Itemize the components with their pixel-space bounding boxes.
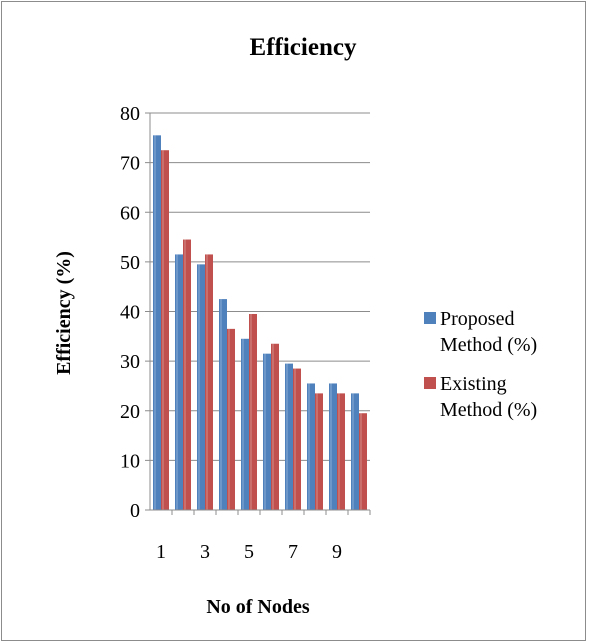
bar-existing: [337, 393, 345, 510]
bar-highlight: [250, 313, 252, 510]
bar-proposed: [219, 299, 227, 510]
bar-highlight: [286, 363, 288, 510]
bar-highlight: [228, 328, 230, 510]
y-tick-label: 80: [120, 103, 140, 125]
bar-proposed: [175, 254, 183, 510]
bar-existing: [161, 150, 169, 510]
x-tick-label: 7: [288, 541, 298, 563]
chart-title: Efficiency: [250, 34, 357, 61]
bars: [153, 135, 367, 511]
x-axis-label: No of Nodes: [206, 596, 310, 618]
bar-highlight: [242, 338, 244, 510]
y-tick-label: 40: [120, 302, 140, 324]
bar-highlight: [294, 368, 296, 510]
bar-highlight: [272, 343, 274, 510]
y-tick-label: 30: [120, 351, 140, 373]
bar-existing: [293, 368, 301, 510]
bar-highlight: [264, 353, 266, 510]
y-tick-label: 0: [130, 500, 140, 522]
bar-proposed: [197, 264, 205, 510]
x-tick-label: 5: [244, 541, 254, 563]
bar-highlight: [206, 254, 208, 510]
bar-highlight: [162, 150, 164, 510]
legend-label: Proposed: [440, 308, 514, 330]
y-tick-labels: 0 10 20 30 40 50 60 70 80: [120, 103, 140, 522]
bar-proposed: [351, 393, 359, 510]
bar-existing: [205, 254, 213, 510]
bar-highlight: [316, 393, 318, 510]
bar-highlight: [184, 239, 186, 510]
legend: Proposed Method (%) Existing Method (%): [424, 308, 537, 421]
bar-highlight: [360, 413, 362, 510]
bar-proposed: [329, 383, 337, 510]
x-tick-label: 1: [156, 541, 166, 563]
bar-existing: [359, 413, 367, 510]
legend-label: Existing: [440, 373, 507, 395]
bar-highlight: [308, 383, 310, 510]
y-tick-label: 60: [120, 202, 140, 224]
bar-existing: [271, 343, 279, 510]
bar-proposed: [263, 353, 271, 510]
bar-existing: [227, 328, 235, 510]
bar-proposed: [307, 383, 315, 510]
bar-highlight: [154, 135, 156, 511]
y-tick-label: 70: [120, 153, 140, 175]
y-tick-label: 20: [120, 401, 140, 423]
bar-existing: [315, 393, 323, 510]
bar-highlight: [338, 393, 340, 510]
bar-proposed: [153, 135, 161, 511]
bar-highlight: [198, 264, 200, 510]
bar-existing: [183, 239, 191, 510]
bar-highlight: [352, 393, 354, 510]
legend-label: Method (%): [440, 334, 537, 356]
x-tick-label: 3: [200, 541, 210, 563]
bar-highlight: [176, 254, 178, 510]
legend-swatch: [424, 312, 436, 324]
x-tick-label: 9: [332, 541, 342, 563]
y-tick-label: 50: [120, 252, 140, 274]
y-axis-label: Efficiency (%): [53, 251, 75, 375]
y-tick-label: 10: [120, 450, 140, 472]
legend-swatch: [424, 377, 436, 389]
bar-highlight: [330, 383, 332, 510]
bar-proposed: [285, 363, 293, 510]
x-tick-labels: 1 3 5 7 9: [156, 510, 371, 563]
bar-existing: [249, 313, 257, 510]
bar-highlight: [220, 299, 222, 510]
legend-label: Method (%): [440, 399, 537, 421]
bar-proposed: [241, 338, 249, 510]
